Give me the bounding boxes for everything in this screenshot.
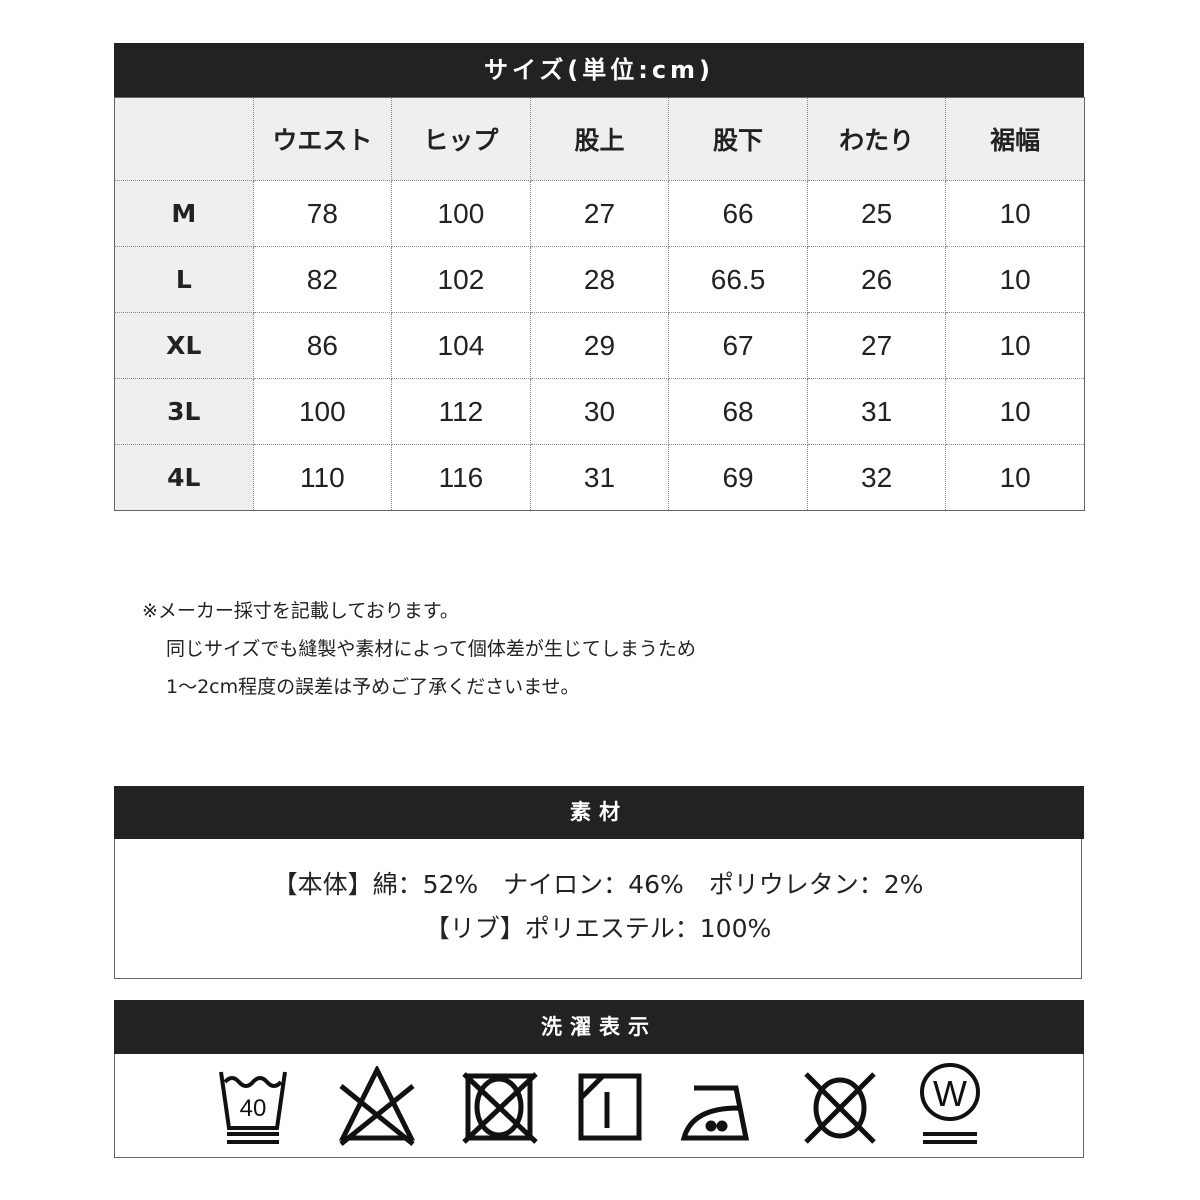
table-cell: 110: [252, 444, 393, 511]
table-row: 4L 110 116 31 69 32 10: [114, 444, 1085, 511]
header-cell: わたり: [806, 97, 947, 181]
table-row: 3L 100 112 30 68 31 10: [114, 378, 1085, 445]
material-title: 素材: [114, 786, 1084, 839]
table-cell: 32: [806, 444, 947, 511]
table-cell: 66: [668, 180, 808, 247]
table-cell: 66.5: [668, 246, 808, 313]
table-cell: 10: [945, 312, 1085, 379]
table-cell: 104: [391, 312, 531, 379]
note-line: ※メーカー採寸を記載しております。: [142, 600, 459, 622]
measurement-note: ※メーカー採寸を記載しております。 同じサイズでも縫製や素材によって個体差が生じ…: [142, 592, 696, 706]
table-cell: 28: [529, 246, 670, 313]
table-cell: 100: [252, 378, 393, 445]
header-cell: 股上: [529, 97, 670, 181]
line-dry-shade-icon: [578, 1073, 642, 1141]
material-line: 【本体】綿：52% ナイロン：46% ポリウレタン：2%: [272, 870, 924, 899]
wet-clean-very-gentle-icon: W: [920, 1063, 980, 1144]
size-table: ウエスト ヒップ 股上 股下 わたり 裾幅 M 78 100 27 66 25 10 L 82 1…: [114, 97, 1085, 511]
care-title: 洗濯表示: [114, 1000, 1084, 1054]
table-cell: 116: [391, 444, 531, 511]
size-label: XL: [114, 312, 254, 379]
table-cell: 27: [529, 180, 670, 247]
size-label: M: [114, 180, 254, 247]
table-cell: 26: [806, 246, 947, 313]
material-line: 【リブ】ポリエステル：100%: [424, 914, 772, 943]
header-cell: 股下: [668, 97, 808, 181]
no-dry-clean-icon: [804, 1072, 876, 1144]
wash-40-very-gentle-icon: 40: [219, 1071, 287, 1144]
note-line: 同じサイズでも縫製や素材によって個体差が生じてしまうため: [166, 638, 696, 660]
table-cell: 78: [252, 180, 393, 247]
table-cell: 86: [252, 312, 393, 379]
table-row: XL 86 104 29 67 27 10: [114, 312, 1085, 379]
header-cell: 裾幅: [945, 97, 1085, 181]
svg-text:W: W: [933, 1073, 967, 1114]
header-cell: ウエスト: [252, 97, 393, 181]
table-cell: 10: [945, 246, 1085, 313]
table-cell: 69: [668, 444, 808, 511]
care-box: 40 W: [114, 1054, 1084, 1158]
material-box: 【本体】綿：52% ナイロン：46% ポリウレタン：2% 【リブ】ポリエステル：…: [114, 839, 1082, 979]
table-cell: 102: [391, 246, 531, 313]
table-cell: 27: [806, 312, 947, 379]
size-label: 4L: [114, 444, 254, 511]
size-label: 3L: [114, 378, 254, 445]
table-cell: 10: [945, 378, 1085, 445]
table-cell: 100: [391, 180, 531, 247]
svg-text:40: 40: [240, 1095, 267, 1122]
table-cell: 112: [391, 378, 531, 445]
note-line: 1～2cm程度の誤差は予めご了承くださいませ。: [166, 676, 580, 698]
table-cell: 82: [252, 246, 393, 313]
size-table-header: ウエスト ヒップ 股上 股下 わたり 裾幅: [114, 97, 1085, 181]
table-row: L 82 102 28 66.5 26 10: [114, 246, 1085, 313]
header-cell: [114, 97, 254, 181]
table-cell: 10: [945, 444, 1085, 511]
table-cell: 10: [945, 180, 1085, 247]
table-cell: 67: [668, 312, 808, 379]
no-tumble-dry-icon: [462, 1072, 538, 1144]
header-cell: ヒップ: [391, 97, 531, 181]
table-cell: 25: [806, 180, 947, 247]
iron-medium-icon: [680, 1085, 750, 1141]
size-label: L: [114, 246, 254, 313]
no-bleach-icon: [338, 1066, 416, 1146]
table-cell: 31: [806, 378, 947, 445]
table-cell: 30: [529, 378, 670, 445]
table-cell: 68: [668, 378, 808, 445]
size-table-title: サイズ(単位:cm): [114, 43, 1084, 97]
table-cell: 29: [529, 312, 670, 379]
table-cell: 31: [529, 444, 670, 511]
table-row: M 78 100 27 66 25 10: [114, 180, 1085, 247]
